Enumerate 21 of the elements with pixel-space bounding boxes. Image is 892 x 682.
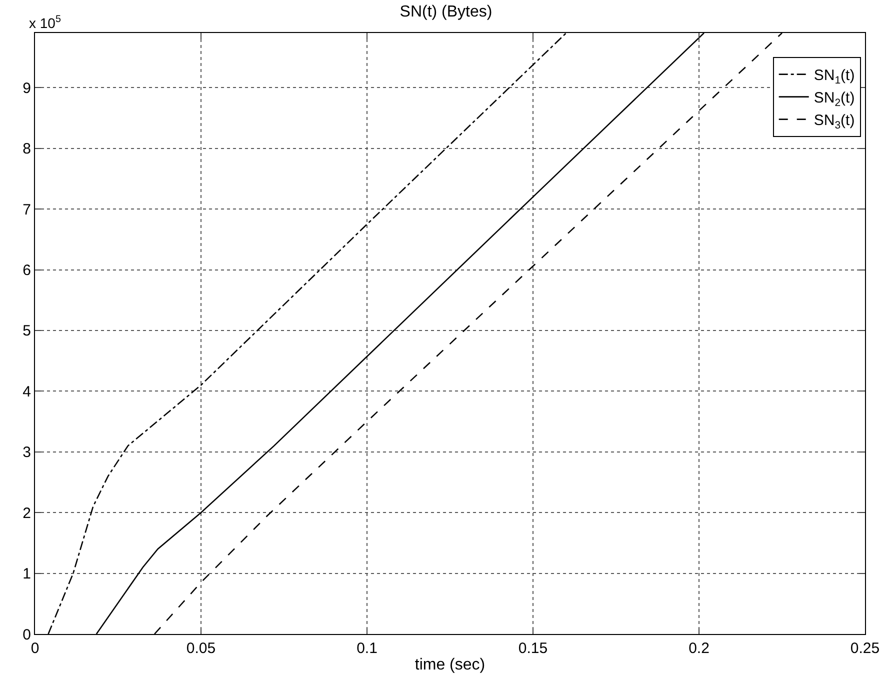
y-tick-label: 7 bbox=[22, 201, 31, 218]
x-axis-title: time (sec) bbox=[414, 656, 486, 674]
x-tick-label: 0.2 bbox=[688, 640, 710, 657]
y-tick-label: 3 bbox=[22, 444, 31, 462]
y-tick-label: 0 bbox=[22, 626, 31, 644]
legend-label: SN$_{2}$(t) bbox=[814, 90, 855, 109]
y-tick-label: 6 bbox=[22, 262, 31, 280]
x-tick-label: 0.15 bbox=[518, 640, 548, 657]
y-tick-label: 4 bbox=[22, 383, 31, 400]
y-tick-label: 9 bbox=[22, 80, 31, 97]
legend-label: SN$_{1}$(t) bbox=[814, 67, 855, 86]
chart-title: SN(t) (Bytes) bbox=[400, 4, 492, 21]
y-tick-label: 2 bbox=[22, 504, 31, 522]
y-tick-label: 5 bbox=[22, 322, 31, 340]
x-tick-label: 0.25 bbox=[850, 640, 880, 657]
x-tick-label: 0.1 bbox=[356, 640, 378, 657]
y-tick-label: 1 bbox=[22, 566, 31, 583]
legend-label: SN$_{3}$(t) bbox=[814, 112, 855, 132]
x-tick-label: 0.05 bbox=[186, 640, 216, 657]
y-tick-label: 8 bbox=[22, 140, 31, 158]
text: x 10$^{5}$ bbox=[29, 14, 62, 31]
